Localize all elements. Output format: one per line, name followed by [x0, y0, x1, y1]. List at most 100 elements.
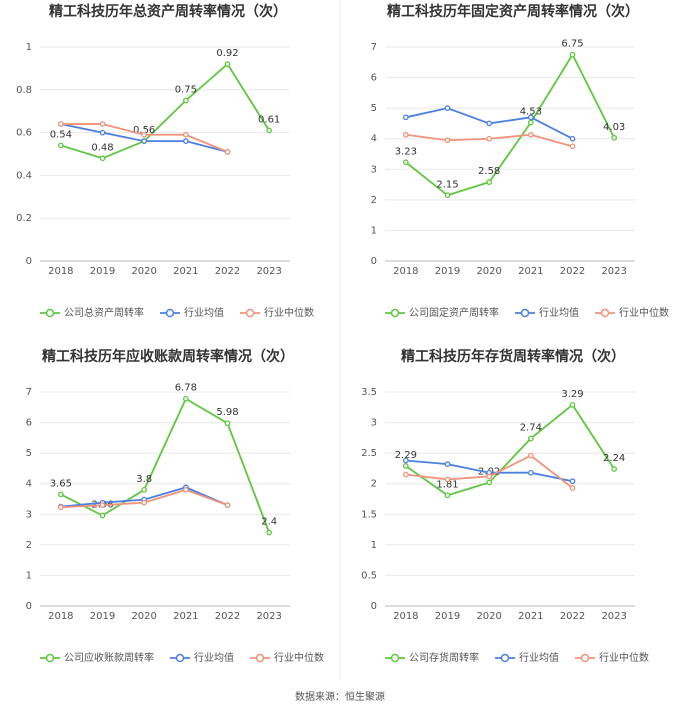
data-label: 2.74	[520, 422, 542, 433]
point	[486, 120, 493, 127]
data-label: 2.4	[261, 517, 277, 528]
data-label: 2.58	[478, 166, 500, 177]
point	[486, 135, 493, 142]
point	[569, 143, 576, 150]
point	[57, 142, 64, 149]
x-tick-label: 2021	[173, 266, 198, 277]
legend-marker	[390, 653, 400, 663]
point	[402, 114, 409, 121]
x-tick-label: 2023	[601, 266, 626, 277]
x-tick-label: 2021	[518, 266, 543, 277]
legend-marker	[245, 308, 255, 318]
x-tick-label: 2021	[518, 611, 543, 622]
point	[402, 463, 409, 469]
y-tick-label: 3	[371, 418, 377, 429]
y-tick-label: 4	[26, 479, 32, 490]
point	[266, 529, 273, 536]
point	[444, 192, 451, 199]
legend-label: 公司应收账款周转率	[64, 651, 154, 664]
series-line	[60, 397, 271, 533]
point	[444, 461, 451, 467]
point	[486, 479, 493, 486]
point	[486, 473, 493, 480]
legend-label: 行业均值	[184, 306, 224, 319]
legend-marker	[390, 308, 400, 318]
y-tick-label: 4	[371, 134, 377, 145]
data-label: 1.81	[436, 479, 458, 490]
point	[224, 61, 231, 67]
data-label: 5.98	[216, 407, 238, 418]
y-tick-label: 0.6	[16, 128, 32, 139]
legend-marker	[165, 308, 175, 318]
data-label: 0.56	[133, 125, 155, 136]
x-tick-label: 2021	[173, 611, 198, 622]
point	[141, 499, 148, 506]
legend-label: 行业中位数	[619, 306, 669, 319]
point	[444, 137, 451, 144]
data-label: 0.92	[216, 48, 238, 59]
legend-marker	[255, 653, 265, 663]
point	[57, 491, 64, 498]
legend-label: 公司存货周转率	[409, 651, 479, 664]
point	[569, 401, 576, 408]
x-tick-label: 2018	[393, 266, 418, 277]
point	[527, 469, 534, 476]
y-tick-label: 2	[371, 195, 377, 206]
legend-marker	[580, 653, 590, 663]
point	[611, 134, 618, 141]
y-tick-label: 0	[371, 256, 377, 267]
point	[57, 504, 64, 511]
point	[224, 502, 231, 508]
point	[182, 395, 189, 402]
y-tick-label: 1.5	[361, 509, 377, 520]
data-label: 4.53	[520, 107, 542, 118]
data-label: 2.24	[603, 453, 625, 464]
point	[402, 131, 409, 138]
x-tick-label: 2018	[393, 611, 418, 622]
point	[141, 131, 148, 138]
point	[57, 121, 64, 127]
legend-label: 行业中位数	[264, 306, 314, 319]
point	[486, 179, 493, 185]
x-tick-label: 2022	[560, 266, 585, 277]
x-tick-label: 2019	[90, 266, 115, 277]
x-tick-label: 2020	[131, 611, 156, 622]
y-tick-label: 0.5	[361, 570, 377, 581]
point	[611, 466, 618, 472]
x-tick-label: 2023	[256, 266, 281, 277]
y-tick-label: 0.8	[16, 85, 32, 96]
legend-label: 行业中位数	[599, 651, 649, 664]
data-label: 3.23	[395, 146, 417, 157]
x-tick-label: 2023	[601, 611, 626, 622]
legend-marker	[45, 308, 55, 318]
point	[182, 131, 189, 138]
y-tick-label: 5	[371, 103, 377, 114]
source: 数据来源：恒生聚源	[295, 690, 385, 703]
data-label: 0.54	[50, 129, 72, 140]
data-label: 0.61	[258, 114, 280, 125]
x-tick-label: 2022	[215, 266, 240, 277]
y-tick-label: 7	[26, 387, 32, 398]
series-line	[405, 403, 615, 497]
chart-title: 精工科技历年应收账款周转率情况（次）	[42, 348, 294, 365]
point	[99, 502, 106, 508]
x-tick-label: 2018	[48, 611, 73, 622]
legend-marker	[45, 653, 55, 663]
point	[569, 135, 576, 142]
data-label: 2.15	[436, 179, 458, 190]
y-tick-label: 2	[371, 479, 377, 490]
x-tick-label: 2020	[476, 266, 501, 277]
y-tick-label: 7	[371, 42, 377, 53]
legend-label: 公司总资产周转率	[64, 306, 144, 319]
point	[527, 131, 534, 138]
series-line	[60, 62, 270, 160]
point	[99, 129, 106, 136]
point	[182, 138, 189, 145]
y-tick-label: 2	[26, 540, 32, 551]
point	[444, 105, 451, 111]
legend-marker	[520, 308, 530, 318]
y-tick-label: 0.4	[16, 170, 32, 181]
point	[99, 121, 106, 127]
point	[527, 114, 534, 121]
x-tick-label: 2020	[131, 266, 156, 277]
